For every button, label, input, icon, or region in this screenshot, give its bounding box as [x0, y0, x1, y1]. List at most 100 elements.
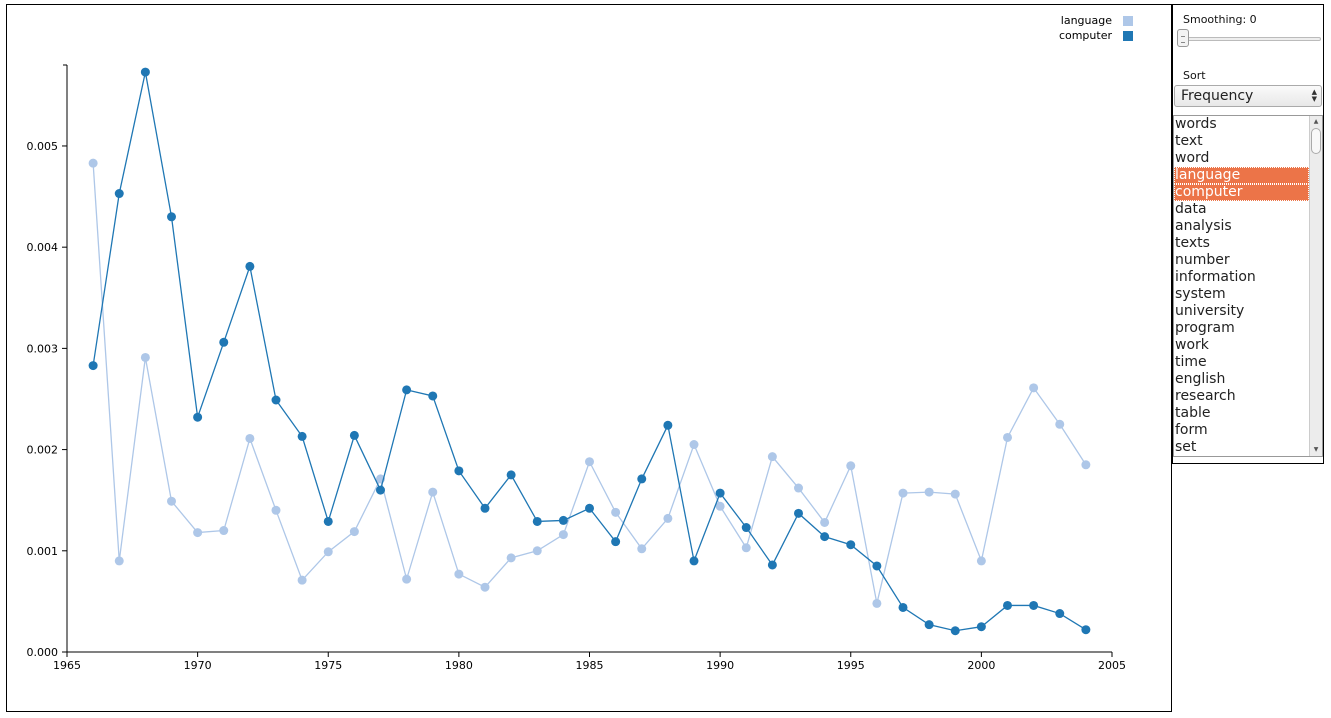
data-point-language	[689, 440, 699, 450]
data-point-language	[950, 489, 960, 499]
data-point-language	[1029, 383, 1039, 393]
data-point-language	[611, 507, 621, 517]
data-point-language	[506, 553, 516, 563]
word-list-item-analysis[interactable]: analysis	[1175, 218, 1232, 234]
y-tick-label: 0.003	[27, 342, 59, 355]
data-point-computer	[140, 67, 150, 77]
x-tick-label: 1965	[53, 659, 81, 672]
data-point-computer	[480, 503, 490, 513]
data-point-language	[454, 569, 464, 579]
data-point-language	[88, 158, 98, 168]
legend-swatch-computer	[1123, 31, 1133, 41]
data-point-computer	[532, 516, 542, 526]
word-list-item-information[interactable]: information	[1175, 269, 1256, 285]
word-list-item-texts[interactable]: texts	[1175, 235, 1210, 251]
sort-selected-value: Frequency	[1181, 88, 1254, 104]
word-list-item-table[interactable]: table	[1175, 405, 1211, 421]
x-tick-label: 1985	[576, 659, 604, 672]
scroll-up-icon[interactable]: ▲	[1313, 118, 1319, 125]
legend-label-computer: computer	[1059, 29, 1113, 42]
scroll-down-icon[interactable]: ▼	[1313, 446, 1319, 453]
data-point-language	[245, 433, 255, 443]
smoothing-label: Smoothing: 0	[1183, 13, 1257, 26]
data-point-language	[349, 527, 359, 537]
data-point-language	[767, 452, 777, 462]
y-tick-label: 0.001	[27, 545, 59, 558]
word-list-item-text[interactable]: text	[1175, 133, 1203, 149]
x-tick-label: 1980	[445, 659, 473, 672]
data-point-language	[741, 543, 751, 553]
x-tick-label: 1975	[314, 659, 342, 672]
sort-label: Sort	[1183, 69, 1206, 82]
data-point-computer	[88, 361, 98, 371]
line-chart: 1965 1970 1975 1980 1985 1990 1995 2000 2005 0.00…	[27, 14, 1133, 672]
data-point-language	[140, 352, 150, 362]
data-point-language	[924, 487, 934, 497]
word-list-item-word[interactable]: word	[1175, 150, 1210, 166]
word-list-item-university[interactable]: university	[1175, 303, 1245, 319]
data-point-computer	[349, 430, 359, 440]
word-list-item-research[interactable]: research	[1175, 388, 1236, 404]
word-list-item-work[interactable]: work	[1175, 337, 1209, 353]
word-list-item-data[interactable]: data	[1175, 201, 1207, 217]
x-tick-label: 2000	[967, 659, 995, 672]
data-point-computer	[846, 540, 856, 550]
data-point-language	[167, 496, 176, 506]
data-point-computer	[1055, 609, 1065, 619]
word-list[interactable]: words text word language computer data analysi…	[1173, 115, 1323, 457]
word-list-item-number[interactable]: number	[1175, 252, 1230, 268]
data-point-computer	[950, 626, 960, 636]
data-point-computer	[245, 261, 255, 271]
data-point-computer	[637, 474, 647, 484]
data-point-computer	[219, 337, 229, 347]
word-list-item-system[interactable]: system	[1175, 286, 1226, 302]
word-list-item-words[interactable]: words	[1175, 116, 1217, 132]
data-point-computer	[689, 556, 699, 566]
data-point-computer	[1081, 625, 1091, 635]
x-tick-label: 1990	[706, 659, 734, 672]
legend-label-language: language	[1061, 14, 1112, 27]
word-list-item-program[interactable]: program	[1175, 320, 1235, 336]
data-point-computer	[271, 395, 281, 405]
data-point-computer	[898, 602, 908, 612]
smoothing-slider-handle[interactable]	[1177, 29, 1189, 47]
data-point-computer	[428, 391, 438, 401]
scrollbar-thumb[interactable]	[1311, 128, 1321, 154]
data-point-language	[480, 582, 490, 592]
word-list-item-set[interactable]: set	[1175, 439, 1197, 455]
data-point-computer	[611, 537, 621, 547]
data-point-computer	[1029, 600, 1039, 610]
data-point-computer	[402, 385, 412, 395]
data-point-computer	[715, 488, 725, 498]
data-point-language	[402, 574, 412, 584]
data-point-language	[219, 526, 229, 536]
data-point-computer	[167, 212, 176, 222]
data-point-computer	[663, 420, 673, 430]
data-point-language	[193, 528, 203, 538]
word-list-item-language[interactable]: language	[1174, 167, 1309, 184]
select-arrows-icon: ▲ ▼	[1311, 88, 1317, 103]
word-list-item-time[interactable]: time	[1175, 354, 1207, 370]
data-point-language	[114, 556, 124, 566]
word-list-item-form[interactable]: form	[1175, 422, 1208, 438]
data-point-language	[1003, 432, 1012, 442]
word-list-item-computer[interactable]: computer	[1174, 184, 1309, 201]
legend-swatch-language	[1123, 16, 1133, 26]
data-point-language	[663, 513, 673, 523]
sort-select[interactable]: Frequency ▲ ▼	[1174, 85, 1322, 107]
data-point-computer	[976, 622, 986, 632]
word-list-scrollbar[interactable]: ▲ ▼	[1309, 116, 1322, 456]
x-tick-label: 1970	[184, 659, 212, 672]
smoothing-slider-track[interactable]	[1181, 37, 1321, 41]
y-tick-label: 0.000	[27, 646, 59, 659]
data-point-computer	[924, 620, 934, 630]
word-list-item-english[interactable]: english	[1175, 371, 1226, 387]
data-point-computer	[454, 466, 464, 476]
data-point-computer	[193, 412, 203, 422]
data-point-language	[846, 461, 856, 471]
data-point-language	[715, 501, 725, 511]
y-tick-label: 0.002	[27, 444, 59, 457]
data-point-computer	[767, 560, 777, 570]
data-point-computer	[585, 503, 594, 513]
data-point-language	[428, 487, 438, 497]
